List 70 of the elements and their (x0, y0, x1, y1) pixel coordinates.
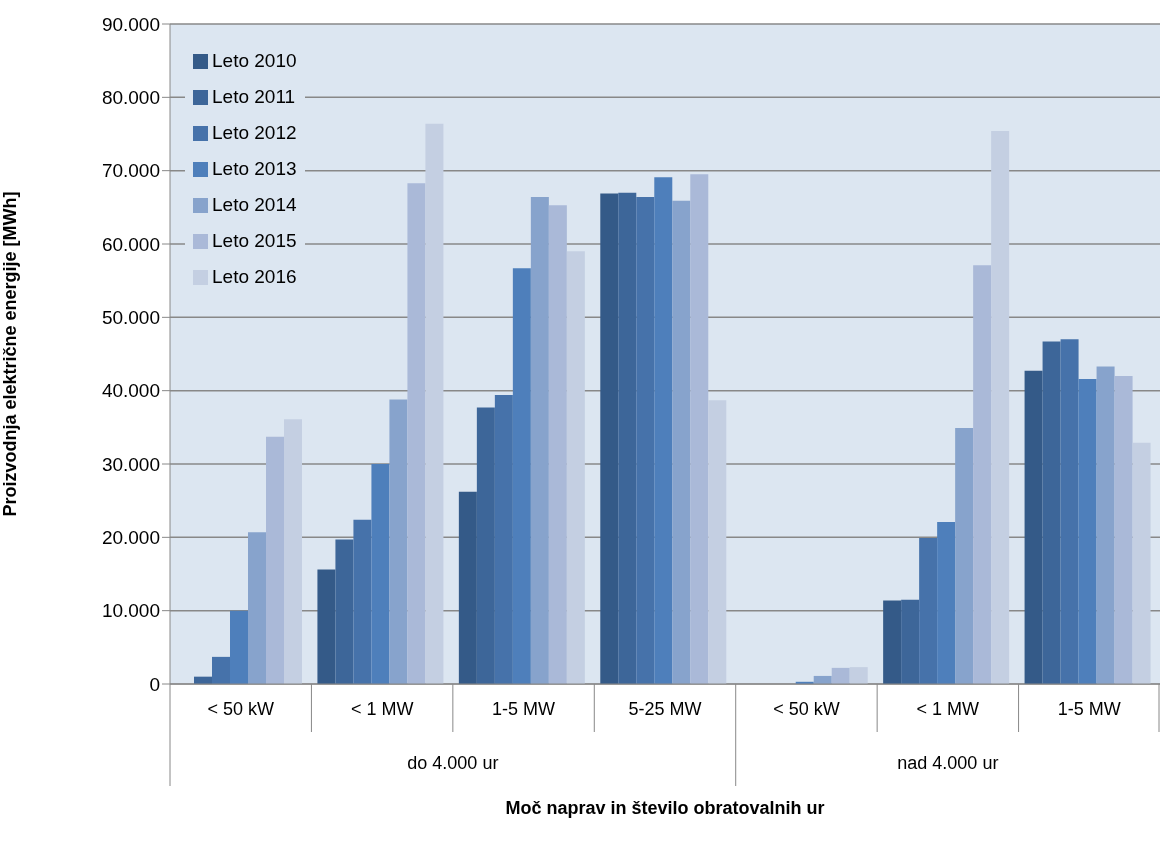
bar (512, 268, 531, 684)
y-tick-label: 10.000 (101, 600, 160, 622)
bar (955, 428, 974, 684)
bar (831, 667, 850, 684)
x-tick-label: < 50 kW (207, 699, 274, 719)
y-tick-label: 90.000 (101, 13, 160, 35)
bar (937, 521, 956, 684)
text: nad 4.000 ur (897, 753, 999, 773)
bar (1096, 366, 1115, 684)
legend-label: Leto 2014 (212, 194, 297, 216)
x-tick-label: 1-5 MW (1057, 699, 1121, 719)
legend-label: Leto 2011 (212, 86, 296, 108)
bar (973, 265, 992, 684)
legend-label: Leto 2015 (212, 230, 297, 252)
bar (212, 656, 230, 684)
bar (600, 193, 619, 684)
y-tick-label: 40.000 (101, 380, 160, 402)
bar (1078, 378, 1097, 684)
y-tick-label: 60.000 (101, 233, 160, 255)
bar (672, 200, 691, 684)
bar (883, 600, 902, 684)
bar (476, 407, 495, 684)
y-tick-label: 0 (149, 673, 160, 695)
bar (708, 400, 727, 684)
y-tick-label: 80.000 (101, 87, 160, 109)
bar (1024, 370, 1043, 684)
bar (284, 419, 302, 684)
legend-label: Leto 2010 (212, 50, 297, 72)
bar (425, 123, 444, 684)
text: do 4.000 ur (407, 753, 499, 773)
bar (901, 599, 920, 684)
bar (335, 539, 354, 684)
x-tick-label: 1-5 MW (492, 699, 556, 719)
legend-label: Leto 2016 (212, 266, 297, 288)
y-axis-title: Proizvodnja električne energije [MWh] (0, 191, 21, 517)
bar (991, 131, 1010, 684)
bar (266, 436, 284, 684)
y-tick-label: 50.000 (101, 307, 160, 329)
bar (849, 667, 868, 684)
y-tick-label: 20.000 (101, 527, 160, 549)
x-tick-label: < 50 kW (773, 699, 840, 719)
bar (317, 569, 336, 684)
bar (548, 205, 567, 684)
bar (353, 519, 372, 684)
bar (919, 538, 938, 684)
x-axis-title: Moč naprav in število obratovalnih ur (505, 798, 825, 818)
bar (248, 532, 266, 684)
bar (407, 183, 426, 684)
bar (389, 399, 408, 684)
bar (654, 177, 673, 684)
y-tick-label: 70.000 (101, 160, 160, 182)
y-tick-label: 30.000 (101, 453, 160, 475)
legend-label: Leto 2013 (212, 158, 297, 180)
bar (530, 197, 549, 684)
bar (636, 197, 655, 684)
x-tick-label: < 1 MW (916, 699, 980, 719)
x-tick-label: < 1 MW (350, 699, 414, 719)
legend-label: Leto 2012 (212, 122, 297, 144)
bar (1132, 442, 1151, 684)
bar (1114, 376, 1133, 684)
bar (1060, 339, 1079, 684)
bar (230, 610, 248, 684)
bar (690, 174, 709, 684)
bar (494, 395, 513, 684)
bar (458, 491, 477, 684)
bar (371, 464, 390, 684)
bar (618, 192, 637, 684)
bar (1042, 341, 1061, 684)
x-tick-label: 5-25 MW (628, 699, 702, 719)
bar (566, 251, 585, 684)
